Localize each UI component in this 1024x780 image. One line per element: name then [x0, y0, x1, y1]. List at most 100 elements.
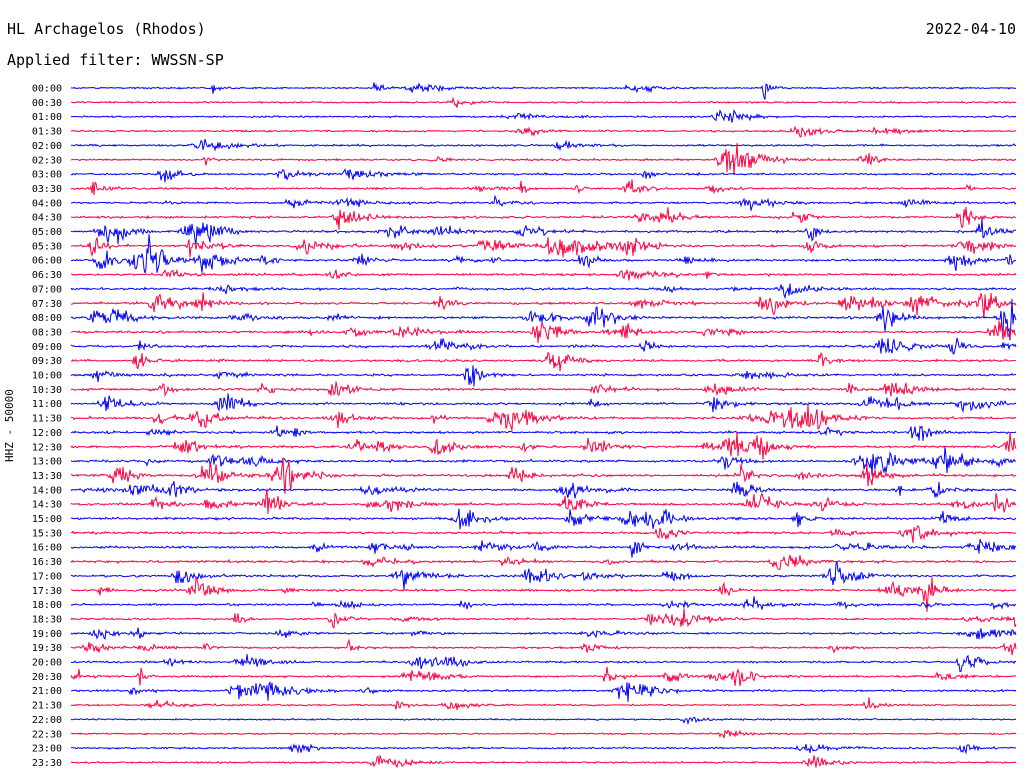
- trace-row-1900: [70, 627, 1017, 641]
- trace-row-1630: [70, 554, 1017, 571]
- row-time-label: 18:00: [32, 600, 62, 611]
- row-time-label: 06:00: [32, 256, 62, 267]
- trace-row-0830: [70, 320, 1017, 344]
- trace-row-1700: [70, 561, 1017, 590]
- row-time-label: 12:00: [32, 428, 62, 439]
- row-time-label: 06:30: [32, 270, 62, 281]
- row-time-label: 17:00: [32, 571, 62, 582]
- trace-row-0900: [70, 337, 1017, 355]
- row-time-label: 08:30: [32, 327, 62, 338]
- row-time-label: 23:00: [32, 744, 62, 755]
- trace-row-0430: [70, 206, 1017, 230]
- row-time-label: 14:30: [32, 500, 62, 511]
- row-time-label: 19:30: [32, 643, 62, 654]
- row-time-label: 22:30: [32, 729, 62, 740]
- row-time-label: 22:00: [32, 715, 62, 726]
- trace-row-1800: [70, 596, 1017, 611]
- trace-row-0200: [70, 138, 1017, 152]
- trace-row-1300: [70, 446, 1017, 476]
- trace-row-0630: [70, 268, 1017, 281]
- trace-row-1230: [70, 431, 1017, 460]
- trace-row-0930: [70, 351, 1017, 372]
- trace-row-0500: [70, 218, 1017, 245]
- row-time-label: 14:00: [32, 485, 62, 496]
- row-time-label: 16:30: [32, 557, 62, 568]
- row-time-label: 00:00: [32, 84, 62, 95]
- row-time-label: 02:00: [32, 141, 62, 152]
- row-time-label: 21:00: [32, 686, 62, 697]
- trace-row-1000: [70, 365, 1017, 387]
- trace-row-0800: [70, 298, 1017, 341]
- row-time-label: 09:30: [32, 356, 62, 367]
- row-time-label: 03:00: [32, 170, 62, 181]
- row-time-label: 10:30: [32, 385, 62, 396]
- row-time-label: 21:30: [32, 701, 62, 712]
- row-time-label: 12:30: [32, 442, 62, 453]
- row-time-label: 11:00: [32, 399, 62, 410]
- trace-row-2030: [70, 666, 1017, 687]
- trace-row-1030: [70, 381, 1017, 397]
- row-time-label: 15:00: [32, 514, 62, 525]
- row-time-label: 20:30: [32, 672, 62, 683]
- row-time-label: 11:30: [32, 414, 62, 425]
- trace-row-0330: [70, 179, 1017, 196]
- row-time-label: 07:30: [32, 299, 62, 310]
- row-time-label: 01:30: [32, 127, 62, 138]
- trace-row-1430: [70, 488, 1017, 515]
- row-time-label: 02:30: [32, 155, 62, 166]
- trace-row-2230: [70, 729, 1017, 739]
- date-label: 2022-04-10: [925, 20, 1016, 38]
- row-time-label: 13:00: [32, 457, 62, 468]
- trace-row-0030: [70, 96, 1017, 108]
- row-time-label: 10:00: [32, 371, 62, 382]
- row-time-label: 03:30: [32, 184, 62, 195]
- row-time-label: 23:30: [32, 758, 62, 769]
- trace-row-0730: [70, 292, 1017, 318]
- row-time-label: 18:30: [32, 614, 62, 625]
- trace-row-1330: [70, 457, 1017, 494]
- trace-row-0700: [70, 283, 1017, 300]
- trace-row-0300: [70, 168, 1017, 183]
- trace-row-0130: [70, 125, 1017, 138]
- trace-row-1530: [70, 524, 1017, 543]
- row-time-label: 04:00: [32, 198, 62, 209]
- row-time-label: 05:30: [32, 241, 62, 252]
- row-time-label: 00:30: [32, 98, 62, 109]
- trace-row-2200: [70, 716, 1017, 726]
- trace-row-0100: [70, 109, 1017, 123]
- trace-row-1100: [70, 393, 1017, 414]
- trace-row-1200: [70, 425, 1017, 441]
- filter-label: Applied filter: WWSSN-SP: [7, 51, 224, 69]
- trace-row-2130: [70, 697, 1017, 711]
- trace-row-0530: [70, 237, 1017, 258]
- trace-row-1830: [70, 608, 1017, 629]
- trace-row-0600: [70, 234, 1017, 274]
- trace-row-0400: [70, 194, 1017, 211]
- trace-row-2330: [70, 754, 1017, 769]
- trace-row-2100: [70, 680, 1017, 702]
- row-time-label: 01:00: [32, 112, 62, 123]
- row-time-label: 08:00: [32, 313, 62, 324]
- trace-row-0230: [70, 143, 1017, 176]
- trace-row-1500: [70, 508, 1017, 530]
- trace-row-1730: [70, 576, 1017, 612]
- trace-row-1400: [70, 481, 1017, 499]
- trace-row-1600: [70, 538, 1017, 558]
- row-time-label: 09:00: [32, 342, 62, 353]
- trace-row-1130: [70, 404, 1017, 431]
- trace-row-2000: [70, 654, 1017, 673]
- trace-row-2300: [70, 743, 1017, 755]
- row-time-label: 16:00: [32, 543, 62, 554]
- row-time-label: 17:30: [32, 586, 62, 597]
- row-time-label: 20:00: [32, 658, 62, 669]
- row-time-label: 04:30: [32, 213, 62, 224]
- row-time-label: 13:30: [32, 471, 62, 482]
- row-time-label: 15:30: [32, 528, 62, 539]
- row-time-label: 07:00: [32, 284, 62, 295]
- station-title: HL Archagelos (Rhodos): [7, 20, 206, 38]
- row-time-label: 19:00: [32, 629, 62, 640]
- trace-row-1930: [70, 638, 1017, 656]
- trace-row-0000: [70, 82, 1017, 100]
- row-time-label: 05:00: [32, 227, 62, 238]
